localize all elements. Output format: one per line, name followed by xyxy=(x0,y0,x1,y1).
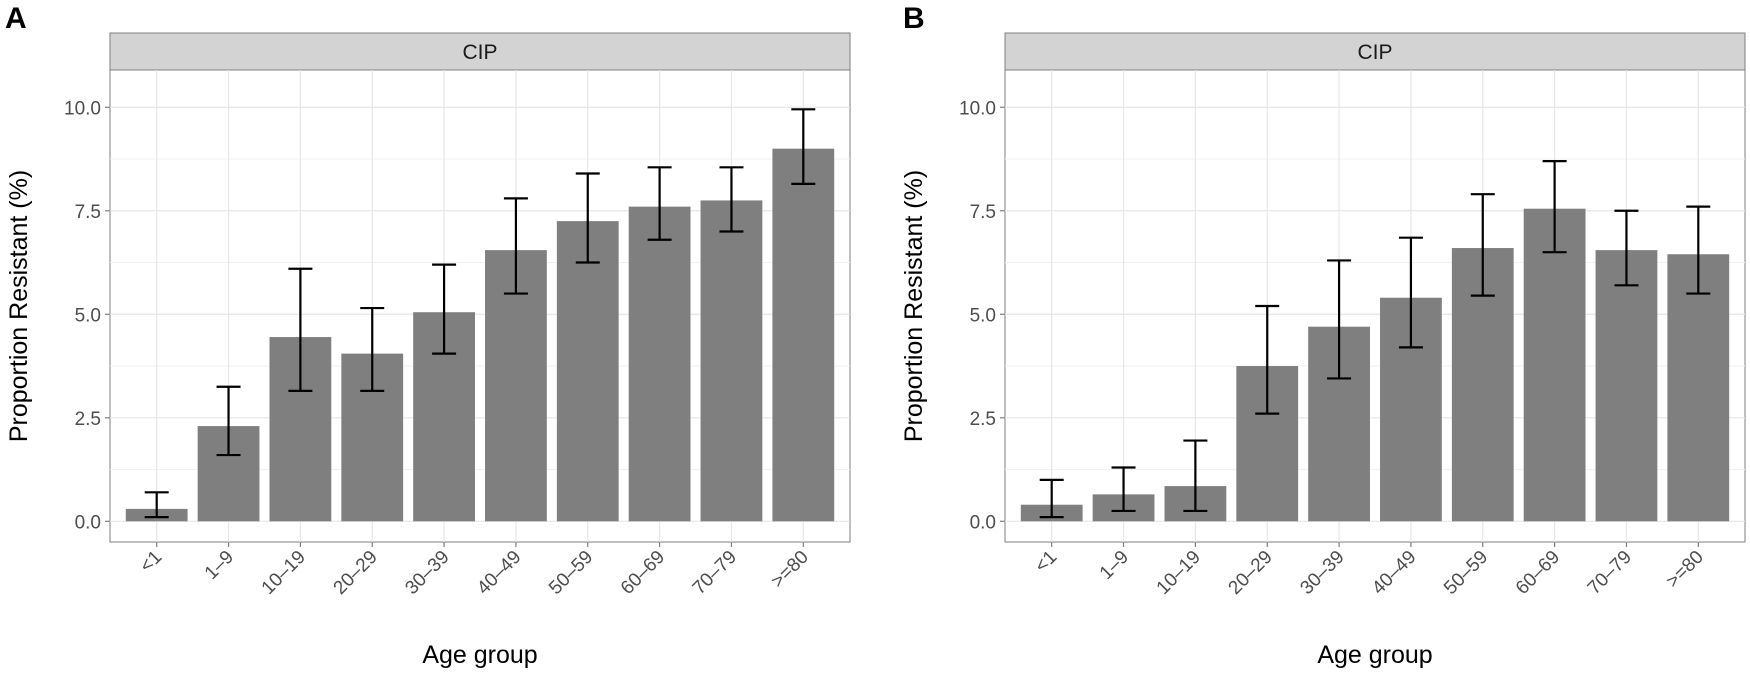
bar xyxy=(485,250,547,522)
bar xyxy=(1523,208,1586,522)
panel-b: B CIP 0.0 2.5 5.0 7.5 10.0 <1 1–9 10–19 20–29 30… xyxy=(900,2,1746,669)
y-axis-ticks: 0.0 2.5 5.0 7.5 10.0 xyxy=(64,98,110,533)
error-bar xyxy=(1686,205,1711,295)
x-tick-label: >=80 xyxy=(1662,547,1707,592)
y-axis-title: Proportion Resistant (%) xyxy=(900,170,928,442)
bar xyxy=(628,206,691,522)
error-bar xyxy=(503,197,528,295)
error-bar xyxy=(1039,478,1064,519)
strip-label: CIP xyxy=(462,41,497,64)
x-axis-ticks: <1 1–9 10–19 20–29 30–39 40–49 50–59 60–69 70–79… xyxy=(136,542,813,599)
error-bar xyxy=(360,306,385,392)
error-bar xyxy=(1183,439,1208,513)
x-tick-label: 70–79 xyxy=(689,547,741,599)
x-tick-label: 50–59 xyxy=(1440,547,1492,599)
x-axis-ticks: <1 1–9 10–19 20–29 30–39 40–49 50–59 60–69 70–79… xyxy=(1031,542,1708,599)
error-bar xyxy=(288,267,313,392)
x-tick-label: 40–49 xyxy=(473,547,525,599)
x-tick-label: 50–59 xyxy=(545,547,597,599)
error-bar xyxy=(216,385,241,457)
error-bar xyxy=(1327,259,1352,380)
x-tick-label: 20–29 xyxy=(330,547,382,599)
error-bar xyxy=(432,263,457,355)
y-tick-label: 0.0 xyxy=(75,512,101,533)
y-axis-ticks: 0.0 2.5 5.0 7.5 10.0 xyxy=(959,98,1005,533)
panel-label-b: B xyxy=(903,2,925,35)
x-tick-label: 1–9 xyxy=(201,547,238,584)
error-bar xyxy=(1470,193,1495,297)
x-tick-label: 10–19 xyxy=(1153,547,1205,599)
error-bar xyxy=(1542,159,1567,254)
y-tick-label: 10.0 xyxy=(959,98,996,119)
error-bars xyxy=(1039,159,1711,519)
error-bar xyxy=(1111,466,1136,513)
error-bar xyxy=(719,166,744,233)
bar xyxy=(556,221,619,522)
y-tick-label: 5.0 xyxy=(970,305,996,326)
error-bar xyxy=(1398,236,1423,349)
bar xyxy=(1595,250,1658,522)
x-tick-label: >=80 xyxy=(767,547,812,592)
panel-label-a: A xyxy=(5,2,27,35)
strip-background xyxy=(109,32,851,71)
y-tick-label: 0.0 xyxy=(970,512,996,533)
x-axis-title: Age group xyxy=(422,641,537,669)
x-tick-label: 60–69 xyxy=(1512,547,1564,599)
x-tick-label: 20–29 xyxy=(1225,547,1277,599)
bar xyxy=(700,200,763,522)
bar xyxy=(1667,254,1730,522)
x-axis-title: Age group xyxy=(1317,641,1432,669)
x-tick-label: <1 xyxy=(1031,547,1061,577)
x-tick-label: 70–79 xyxy=(1584,547,1636,599)
y-tick-label: 7.5 xyxy=(970,202,996,223)
y-tick-label: 7.5 xyxy=(75,202,101,223)
error-bar xyxy=(575,172,600,264)
y-axis-title: Proportion Resistant (%) xyxy=(5,170,33,442)
y-tick-label: 5.0 xyxy=(75,305,101,326)
bar xyxy=(772,148,835,522)
error-bars xyxy=(144,108,816,519)
x-tick-label: 30–39 xyxy=(401,547,453,599)
strip-label: CIP xyxy=(1357,41,1392,64)
y-tick-label: 2.5 xyxy=(970,409,996,430)
y-tick-label: 2.5 xyxy=(75,409,101,430)
x-tick-label: 60–69 xyxy=(617,547,669,599)
error-bar xyxy=(647,166,672,241)
x-tick-label: 40–49 xyxy=(1368,547,1420,599)
error-bar xyxy=(144,491,169,519)
error-bar xyxy=(1255,304,1280,415)
strip-background xyxy=(1004,32,1746,71)
error-bar xyxy=(1614,209,1639,287)
y-tick-label: 10.0 xyxy=(64,98,101,119)
x-tick-label: 10–19 xyxy=(258,547,310,599)
panel-a: A CIP 0.0 2.5 5.0 7.5 10.0 <1 1–9 10–19 20–29 30… xyxy=(5,2,851,669)
error-bar xyxy=(791,108,816,185)
x-tick-label: 1–9 xyxy=(1096,547,1133,584)
x-tick-label: 30–39 xyxy=(1296,547,1348,599)
x-tick-label: <1 xyxy=(136,547,166,577)
